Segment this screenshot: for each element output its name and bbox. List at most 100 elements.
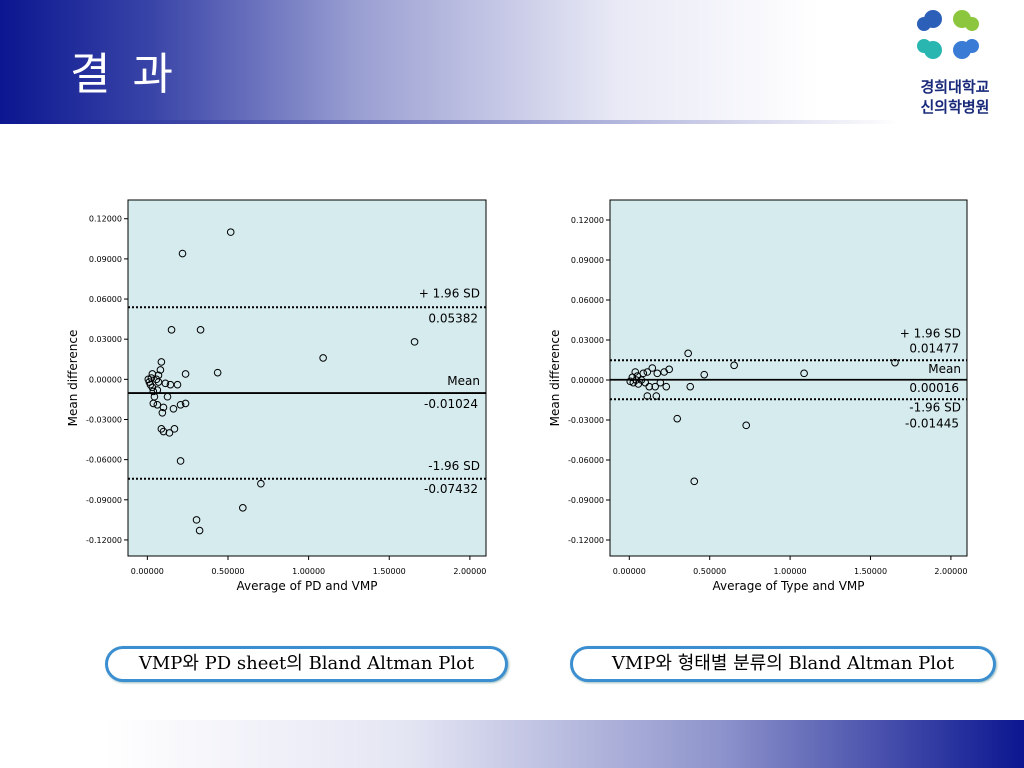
point <box>662 382 671 391</box>
y-axis-title: Mean difference <box>548 330 562 427</box>
point <box>158 408 167 417</box>
point <box>239 504 247 512</box>
x-axis-title: Average of Type and VMP <box>712 579 864 593</box>
point <box>891 358 899 367</box>
point <box>166 380 175 389</box>
point <box>149 387 158 396</box>
reference-value: 0.00016 <box>909 381 959 395</box>
point <box>651 382 659 391</box>
point <box>153 386 162 394</box>
y-tick-label: 0.00000 <box>571 376 604 385</box>
point <box>257 479 265 488</box>
point <box>147 374 156 382</box>
point <box>165 429 174 437</box>
x-axis-title: Average of PD and VMP <box>237 579 378 593</box>
point <box>170 425 179 433</box>
point <box>152 375 161 384</box>
x-tick-label: 0.00000 <box>131 567 164 576</box>
point <box>633 372 642 380</box>
point <box>192 516 201 524</box>
reference-label: + 1.96 SD <box>419 286 480 300</box>
reference-label: -1.96 SD <box>909 400 961 414</box>
reference-value: 0.05382 <box>428 311 478 325</box>
y-tick-label: -0.12000 <box>568 536 604 545</box>
reference-value: -0.07432 <box>424 482 478 496</box>
plot-area <box>609 199 968 557</box>
point <box>673 414 682 423</box>
y-tick-label: 0.00000 <box>89 375 122 384</box>
point <box>410 338 419 346</box>
y-tick-label: -0.03000 <box>86 415 122 424</box>
point <box>176 457 185 465</box>
point <box>167 326 176 334</box>
reference-label: -1.96 SD <box>428 459 480 473</box>
point <box>742 421 751 430</box>
point <box>213 368 222 377</box>
reference-value: -0.01024 <box>424 397 478 411</box>
caption: VMP와 형태별 분류의 Bland Altman Plot <box>570 646 996 682</box>
header-band <box>0 0 1024 124</box>
logo-text: 신의학병원 <box>920 98 990 116</box>
logo-icon <box>917 10 979 59</box>
point <box>176 400 185 409</box>
y-tick-label: -0.03000 <box>568 416 604 425</box>
point <box>645 382 654 391</box>
point <box>163 392 172 401</box>
point <box>154 371 163 380</box>
reference-label: Mean <box>928 362 961 376</box>
y-tick-label: -0.09000 <box>568 496 604 505</box>
point <box>226 228 235 236</box>
y-tick-label: 0.12000 <box>89 215 122 224</box>
charts: 0.12000 0.09000 0.06000 0.03000 0.00000 -0.03… <box>66 199 968 593</box>
slide-title: 결 과 <box>70 49 177 100</box>
point <box>169 404 178 413</box>
point <box>178 249 187 258</box>
point <box>660 368 668 376</box>
x-tick-label: 1.00000 <box>774 567 807 576</box>
reference-label: Mean <box>447 374 480 388</box>
point <box>730 361 738 370</box>
y-tick-label: 0.09000 <box>571 256 604 265</box>
y-tick-label: -0.06000 <box>568 456 604 465</box>
point <box>181 370 190 378</box>
x-tick-label: 2.00000 <box>934 567 967 576</box>
point <box>628 373 637 382</box>
point <box>157 358 166 366</box>
x-tick-label: 0.00000 <box>613 567 646 576</box>
x-tick-label: 2.00000 <box>453 567 486 576</box>
point <box>196 326 205 334</box>
logo-text: 경희대학교 <box>920 78 990 96</box>
point <box>153 400 162 409</box>
point <box>159 403 168 412</box>
plot-area <box>127 199 487 557</box>
point <box>656 378 665 387</box>
point <box>181 399 190 408</box>
point <box>161 379 170 388</box>
y-tick-label: -0.09000 <box>86 496 122 505</box>
x-tick-label: 1.00000 <box>292 567 325 576</box>
footer-band <box>0 720 1024 768</box>
logo: 경희대학교 신의학병원 <box>900 6 1010 116</box>
point <box>648 364 657 372</box>
y-tick-label: 0.06000 <box>89 295 122 304</box>
point <box>632 376 641 384</box>
point <box>641 378 650 387</box>
header-rule <box>0 120 900 124</box>
y-tick-label: 0.06000 <box>571 296 604 305</box>
point <box>637 376 646 384</box>
point <box>149 399 158 408</box>
point <box>690 477 699 486</box>
y-axis-title: Mean difference <box>66 330 80 427</box>
point <box>195 526 204 535</box>
point <box>700 370 709 379</box>
point <box>653 369 662 378</box>
x-tick-label: 0.50000 <box>693 567 726 576</box>
y-tick-label: -0.12000 <box>86 536 122 545</box>
caption: VMP와 PD sheet의 Bland Altman Plot <box>105 646 508 682</box>
reference-value: -0.01445 <box>905 416 959 430</box>
x-tick-label: 0.50000 <box>211 567 244 576</box>
point <box>800 369 808 378</box>
y-tick-label: 0.03000 <box>89 335 122 344</box>
reference-label: + 1.96 SD <box>900 326 961 340</box>
